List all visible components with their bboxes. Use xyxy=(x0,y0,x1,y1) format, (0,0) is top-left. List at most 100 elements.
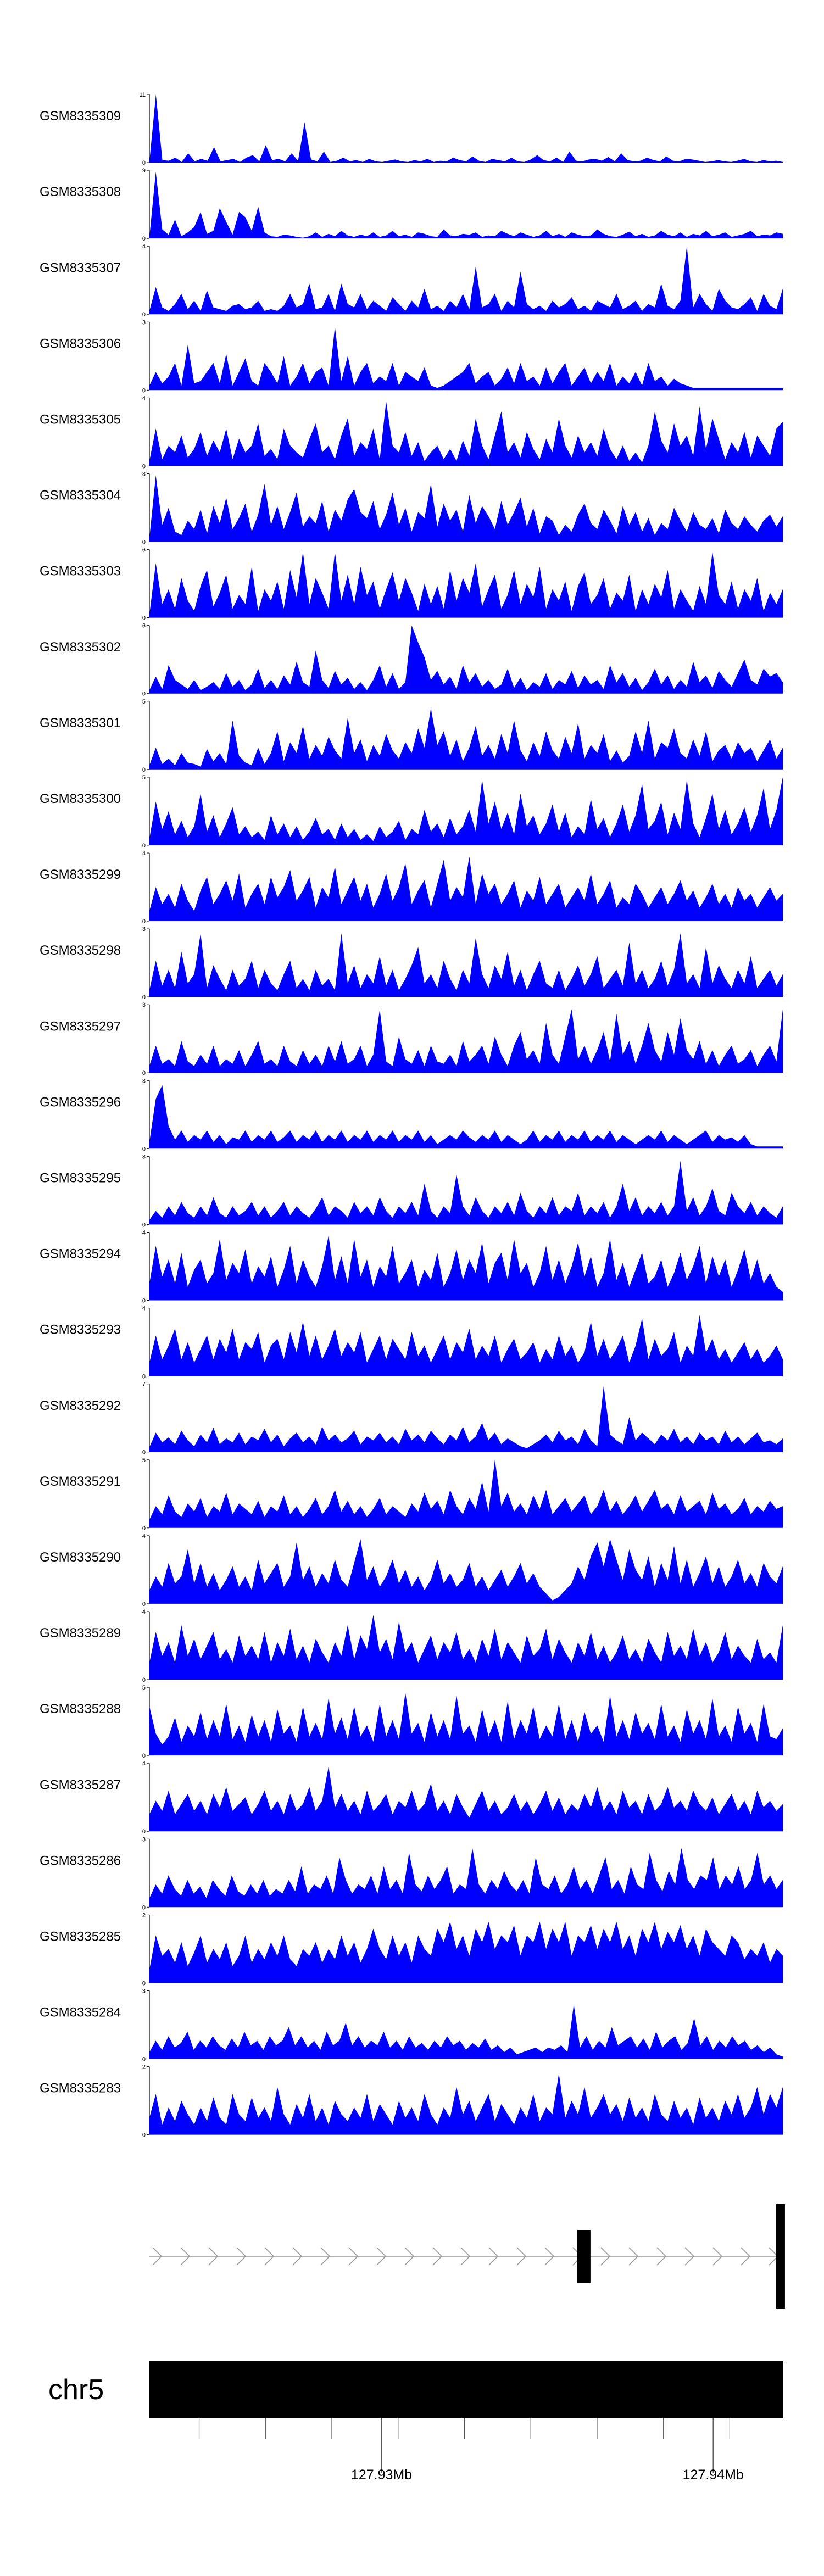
y-tick-label-max: 2 xyxy=(142,1912,146,1919)
track-label: GSM8335283 xyxy=(40,2081,121,2096)
track-GSM8335298: GSM8335298 3 0 xyxy=(40,926,783,1001)
coverage-area xyxy=(149,94,783,163)
y-tick-label-zero: 0 xyxy=(142,311,146,318)
track-label: GSM8335299 xyxy=(40,867,121,882)
y-tick-label-zero: 0 xyxy=(142,615,146,622)
y-tick-label-max: 4 xyxy=(142,395,146,402)
y-tick-label-zero: 0 xyxy=(142,994,146,1001)
track-label: GSM8335288 xyxy=(40,1702,121,1716)
coverage-area xyxy=(149,625,783,694)
track-GSM8335295: GSM8335295 3 0 xyxy=(40,1153,783,1228)
y-tick-label-zero: 0 xyxy=(142,843,146,849)
track-GSM8335309: GSM8335309 11 0 xyxy=(40,92,783,166)
strand-arrow-icon xyxy=(376,2247,387,2266)
strand-arrow-icon xyxy=(488,2247,499,2266)
y-tick-label-zero: 0 xyxy=(142,1146,146,1152)
coverage-area xyxy=(149,1161,783,1225)
strand-arrow-icon xyxy=(292,2247,303,2266)
track-GSM8335284: GSM8335284 3 0 xyxy=(40,1988,783,2063)
track-label: GSM8335284 xyxy=(40,2005,121,2020)
coverage-area xyxy=(149,1539,783,1604)
y-tick-label-max: 3 xyxy=(142,1078,146,1084)
strand-arrow-icon xyxy=(432,2247,443,2266)
strand-arrow-icon xyxy=(516,2247,527,2266)
track-label: GSM8335302 xyxy=(40,640,121,655)
track-GSM8335286: GSM8335286 3 0 xyxy=(40,1836,783,1911)
track-label: GSM8335293 xyxy=(40,1323,121,1337)
track-GSM8335302: GSM8335302 6 0 xyxy=(40,623,783,698)
track-GSM8335308: GSM8335308 9 0 xyxy=(40,168,783,242)
coverage-area xyxy=(149,1085,783,1149)
genome-axis: 127.93Mb 127.94Mb xyxy=(198,2418,744,2483)
strand-arrow-icon xyxy=(264,2247,275,2266)
track-GSM8335288: GSM8335288 5 0 xyxy=(40,1685,783,1759)
y-tick-label-zero: 0 xyxy=(142,767,146,773)
y-tick-label-max: 4 xyxy=(142,1609,146,1615)
track-label: GSM8335286 xyxy=(40,1853,121,1868)
y-tick-label-zero: 0 xyxy=(142,1070,146,1077)
y-tick-label-zero: 0 xyxy=(142,1525,146,1532)
track-GSM8335283: GSM8335283 2 0 xyxy=(40,2064,783,2139)
track-label: GSM8335291 xyxy=(40,1474,121,1489)
y-tick-label-zero: 0 xyxy=(142,2056,146,2063)
axis-tick-label: 127.94Mb xyxy=(683,2467,744,2483)
y-tick-label-zero: 0 xyxy=(142,691,146,698)
track-label: GSM8335300 xyxy=(40,791,121,806)
track-GSM8335292: GSM8335292 7 0 xyxy=(40,1381,783,1456)
strand-arrow-icon xyxy=(460,2247,471,2266)
coverage-area xyxy=(149,1315,783,1376)
y-tick-label-max: 4 xyxy=(142,1230,146,1236)
track-label: GSM8335295 xyxy=(40,1171,121,1186)
coverage-area xyxy=(149,1848,783,1908)
track-GSM8335291: GSM8335291 5 0 xyxy=(40,1457,783,1532)
strand-arrow-icon xyxy=(741,2247,751,2266)
y-tick-label-max: 3 xyxy=(142,926,146,933)
track-GSM8335289: GSM8335289 4 0 xyxy=(40,1609,783,1683)
coverage-area xyxy=(149,856,783,921)
y-tick-label-zero: 0 xyxy=(142,236,146,242)
y-tick-label-zero: 0 xyxy=(142,1980,146,1987)
track-GSM8335305: GSM8335305 4 0 xyxy=(40,395,783,470)
track-label: GSM8335290 xyxy=(40,1550,121,1565)
y-tick-label-max: 6 xyxy=(142,547,146,554)
data-tracks: GSM8335309110GSM833530890GSM833530740GSM… xyxy=(40,92,783,2139)
coverage-area xyxy=(149,1921,783,1983)
strand-arrow-icon xyxy=(656,2247,667,2266)
y-tick-label-max: 3 xyxy=(142,1002,146,1008)
y-tick-label-max: 3 xyxy=(142,1836,146,1843)
strand-arrow-icon xyxy=(208,2247,219,2266)
exon-block xyxy=(577,2230,591,2283)
strand-arrow-icon xyxy=(600,2247,611,2266)
coverage-area xyxy=(149,1009,783,1073)
y-tick-label-max: 7 xyxy=(142,1381,146,1388)
track-GSM8335303: GSM8335303 6 0 xyxy=(40,547,783,622)
y-tick-label-max: 11 xyxy=(140,92,146,98)
y-tick-label-max: 2 xyxy=(142,2064,146,2071)
strand-arrow-icon xyxy=(348,2247,359,2266)
y-tick-label-max: 5 xyxy=(142,1457,146,1464)
y-tick-label-max: 4 xyxy=(142,1533,146,1540)
y-tick-label-zero: 0 xyxy=(142,1753,146,1759)
y-tick-label-max: 9 xyxy=(142,168,146,174)
track-label: GSM8335309 xyxy=(40,109,121,124)
y-tick-label-zero: 0 xyxy=(142,160,146,166)
track-GSM8335306: GSM8335306 3 0 xyxy=(40,319,783,394)
coverage-area xyxy=(149,708,783,770)
coverage-area xyxy=(149,1766,783,1832)
strand-arrow-icon xyxy=(712,2247,723,2266)
y-tick-label-max: 3 xyxy=(142,319,146,326)
coverage-area xyxy=(149,1615,783,1680)
chromosome-label: chr5 xyxy=(48,2374,104,2406)
track-label: GSM8335307 xyxy=(40,260,121,275)
track-label: GSM8335296 xyxy=(40,1095,121,1109)
track-label: GSM8335294 xyxy=(40,1247,121,1262)
strand-arrow-icon xyxy=(684,2247,695,2266)
axis-tick-label: 127.93Mb xyxy=(351,2467,412,2483)
y-tick-label-max: 5 xyxy=(142,699,146,705)
y-tick-label-max: 4 xyxy=(142,1306,146,1312)
y-tick-label-zero: 0 xyxy=(142,1374,146,1380)
track-GSM8335294: GSM8335294 4 0 xyxy=(40,1230,783,1304)
y-tick-label-max: 5 xyxy=(142,774,146,781)
y-tick-label-zero: 0 xyxy=(142,1298,146,1304)
coverage-area xyxy=(149,1235,783,1301)
